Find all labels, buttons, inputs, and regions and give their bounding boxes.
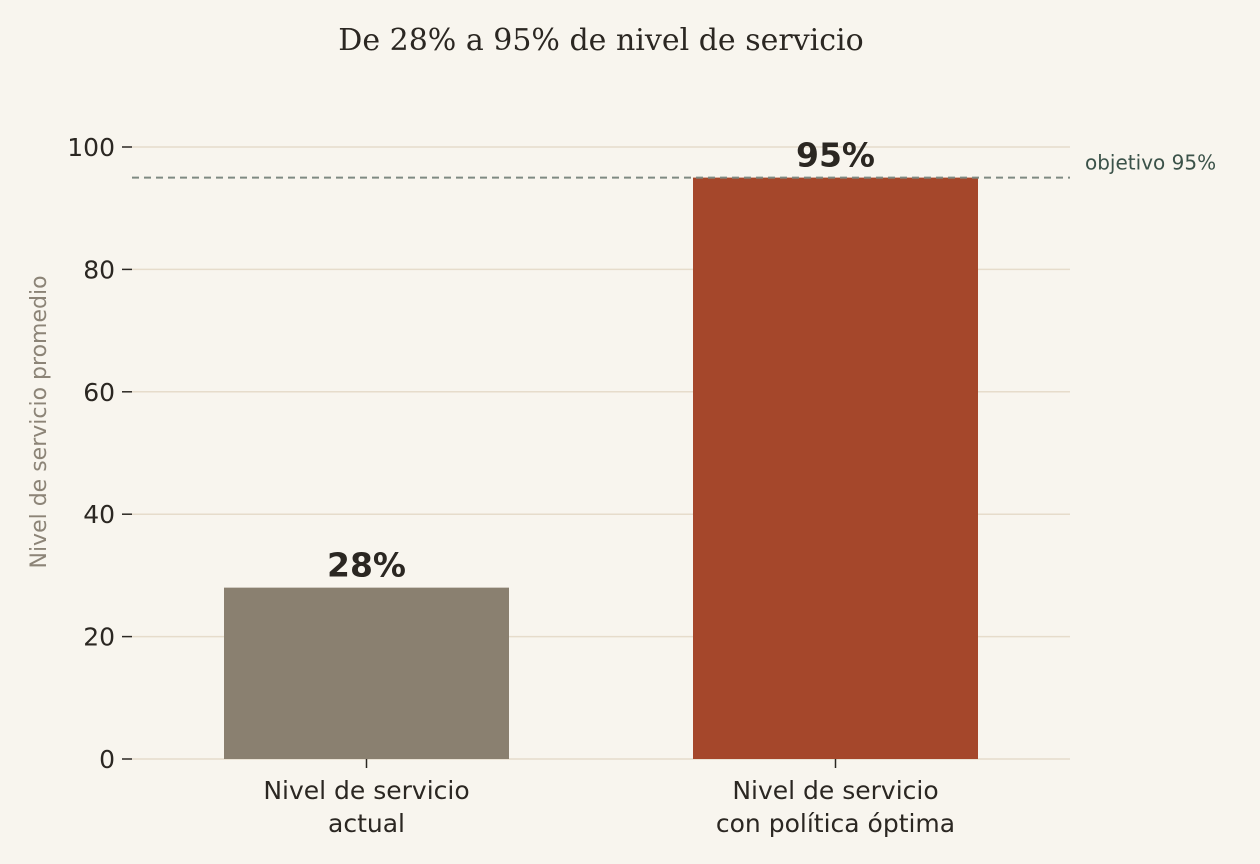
reference-line-group: objetivo 95% bbox=[132, 151, 1216, 179]
x-category-label: Nivel de servicio bbox=[732, 776, 938, 805]
y-tick-label: 40 bbox=[83, 500, 115, 529]
bar-value-label: 95% bbox=[796, 136, 875, 175]
bar bbox=[224, 587, 509, 759]
y-tick-label: 60 bbox=[83, 378, 115, 407]
y-tick-label: 0 bbox=[99, 745, 115, 774]
y-axis-ticks: 0 20 40 60 80 100 bbox=[67, 133, 132, 774]
target-reference-label: objetivo 95% bbox=[1085, 151, 1216, 175]
y-axis-label: Nivel de servicio promedio bbox=[27, 275, 52, 568]
y-tick-label: 80 bbox=[83, 255, 115, 284]
x-category-label: actual bbox=[328, 809, 405, 838]
bar-value-label: 28% bbox=[327, 546, 406, 585]
chart-title: De 28% a 95% de nivel de servicio bbox=[338, 23, 863, 58]
x-category-label: Nivel de servicio bbox=[263, 776, 469, 805]
y-tick-label: 100 bbox=[67, 133, 115, 162]
bar bbox=[693, 177, 978, 760]
x-axis-categories: Nivel de servicio actual Nivel de servicio… bbox=[263, 759, 955, 838]
x-category-label: con política óptima bbox=[716, 809, 955, 838]
y-tick-label: 20 bbox=[83, 623, 115, 652]
bar-layer: 28% 95% bbox=[224, 136, 978, 760]
